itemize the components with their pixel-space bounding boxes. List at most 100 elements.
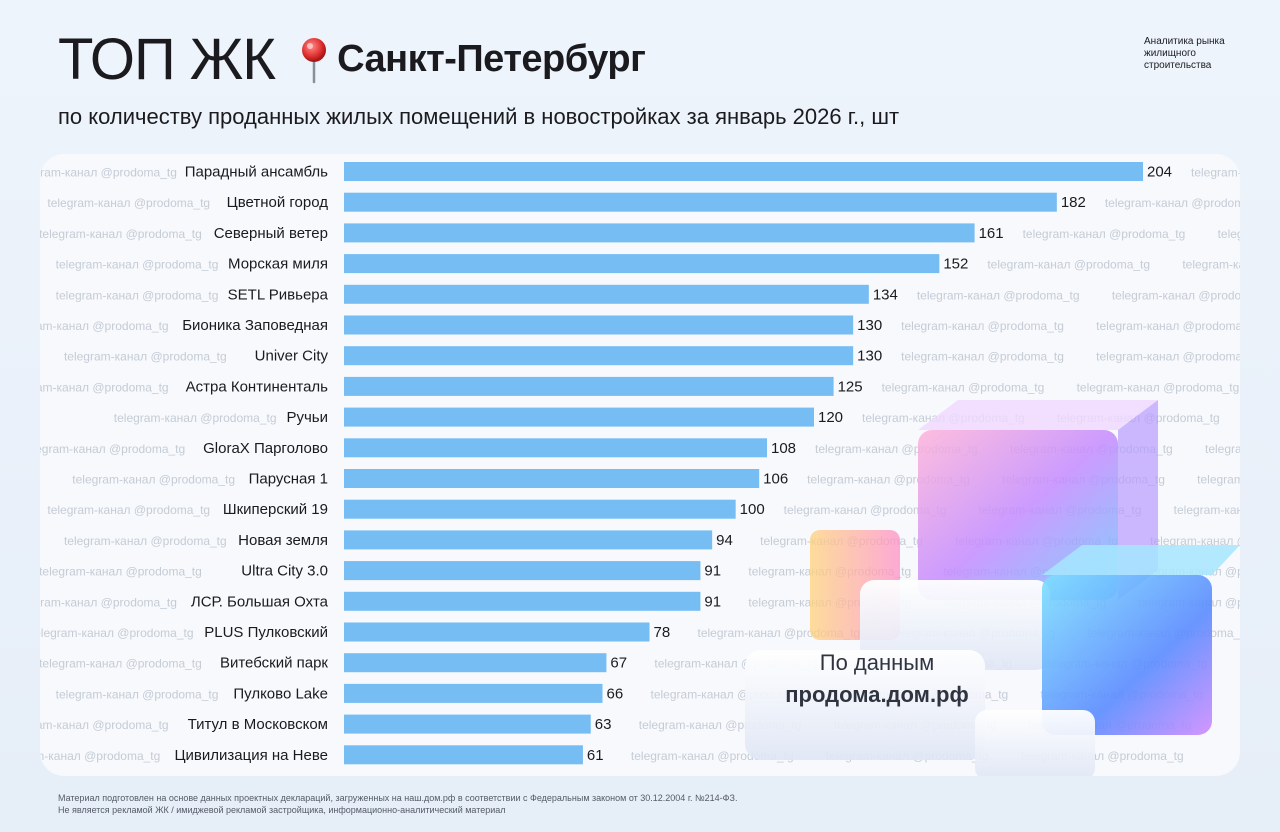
bar	[344, 469, 760, 488]
footer-line-2: Не является рекламой ЖК / имиджевой рекл…	[58, 805, 506, 815]
value-label: 120	[818, 409, 843, 426]
bar	[344, 376, 834, 396]
value-label: 100	[740, 501, 765, 518]
value-label: 106	[763, 471, 788, 488]
bar	[344, 561, 701, 581]
category-label: Бионика Заповедная	[182, 317, 328, 334]
watermark-left: telegram-канал @prodoma_tg	[39, 565, 202, 579]
bar	[344, 284, 869, 304]
bar	[344, 530, 713, 550]
category-label: ЛСР. Большая Охта	[191, 593, 329, 610]
page-title: ТОП ЖК Санкт-Петербург	[58, 26, 646, 93]
category-label: SETL Ривьера	[228, 286, 329, 303]
value-label: 161	[979, 225, 1004, 242]
source-caption: По данным	[819, 650, 935, 675]
value-label: 78	[654, 624, 671, 641]
watermark-right: telegram-канал @prodoma_tg	[1105, 196, 1268, 210]
bar	[344, 346, 854, 366]
category-label: Витебский парк	[220, 655, 328, 672]
watermark-left: telegram-канал @prodoma_tg	[6, 380, 169, 394]
value-label: 134	[873, 286, 898, 303]
watermark-left: telegram-канал @prodoma_tg	[39, 657, 202, 671]
value-label: 125	[838, 378, 863, 395]
watermark-right: telegram-канал @prodoma_tg	[1218, 227, 1280, 241]
value-label: 61	[587, 747, 604, 764]
value-label: 130	[857, 348, 882, 365]
watermark-right: telegram-канал @prodoma_tg	[1023, 227, 1186, 241]
category-label: Парадный ансамбль	[185, 164, 328, 181]
watermark-right: telegram-канал @prodoma_tg	[1252, 411, 1280, 425]
map-pin-icon	[302, 37, 327, 83]
title-city: Санкт-Петербург	[337, 38, 646, 80]
decorative-cubes	[745, 400, 1240, 776]
value-label: 152	[943, 256, 968, 273]
bar	[344, 714, 591, 734]
bar	[344, 407, 814, 427]
category-label: Цветной город	[227, 194, 329, 211]
watermark-right: telegram-канал @prodoma_tg	[1174, 503, 1280, 517]
watermark-right: telegram-канал @prodoma_tg	[1205, 442, 1280, 456]
watermark-right: telegram-канал @prodoma_tg	[882, 380, 1045, 394]
bar	[344, 683, 603, 703]
source-site: продома.дом.рф	[785, 682, 969, 707]
watermark-right: telegram-канал @prodoma_tg	[901, 319, 1064, 333]
category-label: GloraX Парголово	[203, 440, 328, 457]
category-label: Ultra City 3.0	[241, 563, 328, 580]
value-label: 130	[857, 317, 882, 334]
bar	[344, 499, 736, 519]
watermark-right: telegram-канал @prodoma_tg	[1096, 350, 1259, 364]
title-main: ТОП ЖК	[58, 27, 276, 92]
watermark-right: telegram-канал @prodoma_tg	[1191, 166, 1280, 180]
category-label: Парусная 1	[249, 471, 328, 488]
watermark-left: telegram-канал @prodoma_tg	[22, 442, 185, 456]
category-label: Ручьи	[286, 409, 328, 426]
bar	[344, 254, 940, 274]
watermark-left: telegram-канал @prodoma_tg	[14, 595, 177, 609]
watermark-right: telegram-канал @prodoma_tg	[987, 258, 1150, 272]
source-box: По данным продома.дом.рф	[772, 650, 982, 708]
bars-layer: Парадный ансамбль 204 Цветной город 182 Севе…	[174, 162, 1172, 765]
bar	[344, 653, 607, 673]
bar	[344, 438, 767, 458]
watermark-right: telegram-канал @prodoma_tg	[901, 350, 1064, 364]
watermark-right: telegram-канал @prodoma_tg	[784, 503, 947, 517]
value-label: 63	[595, 716, 612, 733]
category-label: Северный ветер	[214, 225, 328, 242]
value-label: 67	[610, 655, 627, 672]
bar	[344, 745, 583, 765]
watermark-left: telegram-канал @prodoma_tg	[47, 196, 210, 210]
watermark-right: telegram-канал @prodoma_tg	[1197, 473, 1280, 487]
watermark-left: telegram-канал @prodoma_tg	[31, 626, 194, 640]
value-label: 66	[607, 685, 624, 702]
watermark-left: telegram-канал @prodoma_tg	[6, 319, 169, 333]
watermark-left: telegram-канал @prodoma_tg	[56, 258, 219, 272]
watermark-left: telegram-канал @prodoma_tg	[64, 350, 227, 364]
value-label: 108	[771, 440, 796, 457]
value-label: 94	[716, 532, 733, 549]
watermark-left: telegram-канал @prodoma_tg	[47, 503, 210, 517]
bar	[344, 622, 650, 642]
bar	[344, 315, 854, 335]
value-label: 182	[1061, 194, 1086, 211]
category-label: PLUS Пулковский	[204, 624, 328, 641]
watermark-right: telegram-канал @prodoma_tg	[917, 288, 1080, 302]
value-label: 91	[704, 563, 721, 580]
bar	[344, 192, 1057, 212]
watermark-left: telegram-канал @prodoma_tg	[14, 166, 177, 180]
category-label: Пулково Lake	[233, 685, 328, 702]
watermark-left: telegram-канал @prodoma_tg	[56, 288, 219, 302]
watermark-right: telegram-канал @prodoma_tg	[1272, 380, 1280, 394]
watermark-right: telegram-канал @prodoma_tg	[1112, 288, 1275, 302]
brand-text: Аналитика рынка жилищного строительства	[1144, 36, 1225, 71]
watermark-right: telegram-канал @prodoma_tg	[1077, 380, 1240, 394]
bar	[344, 223, 975, 243]
footer-line-1: Материал подготовлен на основе данных пр…	[58, 793, 738, 803]
category-label: Морская миля	[228, 256, 328, 273]
category-label: Univer City	[255, 348, 329, 365]
watermark-right: telegram-канал @prodoma_tg	[1182, 258, 1280, 272]
watermark-right: telegram-канал @prodoma_tg	[1096, 319, 1259, 333]
watermark-left: telegram-канал @prodoma_tg	[6, 718, 169, 732]
value-label: 204	[1147, 164, 1172, 181]
bar	[344, 162, 1143, 181]
